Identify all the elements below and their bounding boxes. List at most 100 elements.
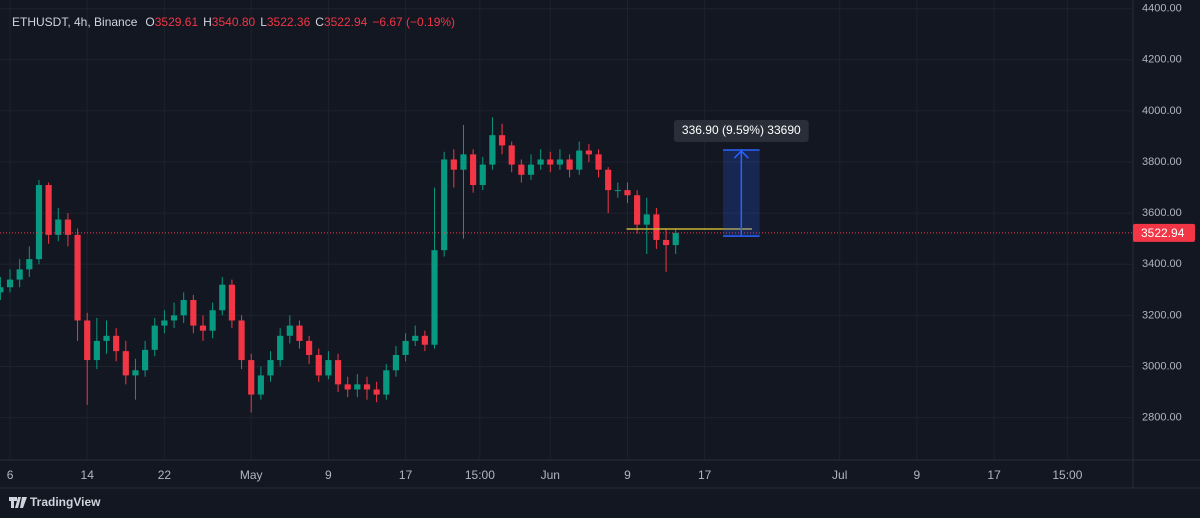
candle-body — [527, 164, 535, 175]
ohlc-key: O — [145, 15, 154, 29]
candle-body — [421, 335, 428, 345]
logo-icon — [9, 497, 27, 508]
candle-body — [585, 150, 592, 155]
measure-label-box — [673, 120, 809, 143]
candle-body — [634, 195, 641, 225]
candle-body — [219, 284, 226, 311]
candle-body — [431, 250, 438, 345]
candle-body — [450, 159, 457, 170]
candle-body — [0, 287, 4, 293]
candle-body — [151, 325, 158, 350]
candle-body — [55, 219, 62, 235]
candle-body — [228, 284, 236, 321]
candle-body — [190, 300, 197, 326]
candle-body — [257, 375, 264, 395]
ohlc-value: 3529.61 — [155, 15, 199, 29]
x-tick-label: 15:00 — [465, 468, 495, 482]
brand-name: TradingView — [30, 495, 101, 509]
candle-body — [498, 135, 506, 146]
candle-body — [672, 232, 679, 246]
ohlc-value: 3522.36 — [267, 15, 311, 29]
candle-body — [479, 164, 486, 186]
symbol: ETHUSDT, 4h, Binance — [12, 15, 138, 29]
x-tick-label: 22 — [158, 468, 172, 482]
candle-body — [653, 214, 660, 240]
candle-body — [306, 340, 313, 355]
candle-body — [6, 279, 14, 288]
candle-body — [45, 185, 52, 235]
ohlc-value: 3522.94 — [324, 15, 368, 29]
y-tick-label: 3600.00 — [1142, 207, 1182, 219]
x-tick-label: 9 — [325, 468, 332, 482]
x-tick-label: 6 — [7, 468, 14, 482]
drawings: 336.90 (9.59%) 33690 — [0, 120, 1133, 237]
x-tick-label: 15:00 — [1052, 468, 1082, 482]
candle-body — [93, 340, 100, 361]
ohlc-value: 3540.80 — [212, 15, 256, 29]
candle-body — [373, 389, 380, 395]
candle-body — [325, 360, 332, 376]
candle-body — [26, 259, 33, 270]
measure-label: 336.90 (9.59%) 33690 — [682, 123, 801, 137]
x-tick-label: 17 — [698, 468, 712, 482]
candle-body — [334, 360, 342, 385]
candle-body — [489, 135, 496, 165]
change: −6.67 (−0.19%) — [372, 15, 455, 29]
y-tick-label: 2800.00 — [1142, 411, 1182, 423]
candle-body — [354, 384, 361, 390]
candle-body — [595, 154, 602, 170]
x-tick-label: 17 — [399, 468, 413, 482]
x-tick-label: May — [240, 468, 263, 482]
candle-body — [199, 325, 207, 331]
candle-body — [142, 349, 149, 371]
candle-body — [132, 370, 139, 376]
x-tick-label: 14 — [81, 468, 95, 482]
candle-body — [277, 335, 284, 361]
candle-body — [537, 159, 544, 165]
candle-body — [392, 354, 400, 371]
candle-body — [383, 370, 390, 395]
candle-body — [460, 154, 467, 170]
candle-body — [238, 320, 245, 361]
candle-body — [113, 335, 120, 352]
symbol-legend: ETHUSDT, 4h, Binance O3529.61 H3540.80 L352… — [12, 15, 455, 29]
candle-body — [180, 300, 187, 316]
ohlc-key: H — [203, 15, 212, 29]
candle-body — [161, 320, 168, 326]
x-tick-label: Jul — [832, 468, 847, 482]
x-tick-label: Jun — [541, 468, 560, 482]
y-tick-label: 4000.00 — [1142, 105, 1182, 117]
y-tick-label: 3000.00 — [1142, 360, 1182, 372]
candle-body — [402, 340, 409, 355]
candle-body — [363, 384, 371, 390]
candle-body — [122, 351, 129, 376]
candle-body — [547, 159, 554, 165]
last-price-box — [1133, 223, 1195, 242]
candle-body — [556, 159, 564, 165]
x-tick-label: 9 — [914, 468, 921, 482]
candle-body — [267, 360, 274, 376]
candle-body — [566, 159, 573, 170]
y-tick-label: 4400.00 — [1142, 3, 1182, 15]
candle-body — [412, 335, 419, 341]
candle-body — [209, 310, 216, 331]
candle-body — [576, 150, 583, 170]
candle-body — [315, 354, 322, 376]
y-tick-label: 3800.00 — [1142, 156, 1182, 168]
candle-body — [614, 190, 621, 192]
y-tick-label: 3200.00 — [1142, 309, 1182, 321]
x-tick-label: 17 — [987, 468, 1001, 482]
candle-body — [248, 360, 255, 395]
candle-body — [643, 214, 650, 225]
candle-body — [518, 164, 525, 175]
measure-arrowhead — [733, 149, 749, 159]
y-tick-label: 3400.00 — [1142, 258, 1182, 270]
candle-body — [103, 335, 110, 341]
candle-body — [64, 219, 72, 235]
candle-body — [84, 320, 91, 361]
candle-body — [35, 185, 43, 260]
candle-body — [344, 384, 351, 390]
